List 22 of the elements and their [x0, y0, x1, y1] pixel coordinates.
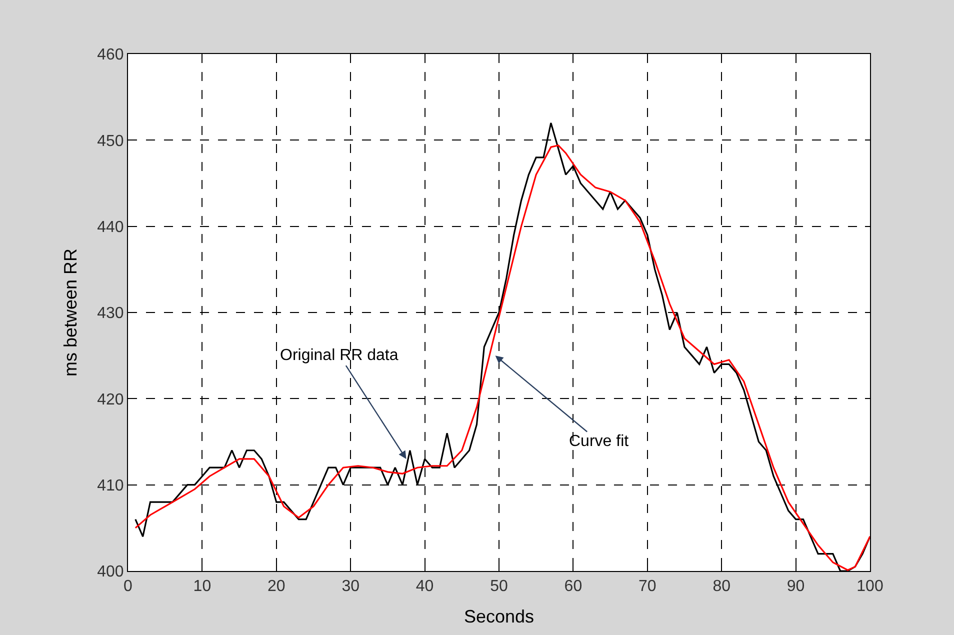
x-tick-label: 80: [712, 578, 731, 596]
annotation: Curve fit: [569, 433, 630, 450]
x-tick-label: 50: [490, 578, 508, 596]
y-tick-label: 400: [97, 564, 124, 581]
x-axis-title: Seconds: [464, 606, 534, 626]
x-tick-label: 70: [638, 578, 656, 596]
y-tick-label: 430: [97, 305, 124, 322]
y-tick-label: 440: [97, 218, 124, 236]
x-tick-label: 20: [268, 578, 286, 596]
y-axis-title: ms between RR: [60, 248, 80, 377]
x-tick-label: 90: [786, 578, 805, 596]
x-tick-label: 10: [193, 578, 212, 596]
annotation: Original RR data: [280, 347, 398, 364]
x-tick-label: 0: [124, 578, 133, 596]
x-tick-label: 60: [564, 578, 582, 596]
x-tick-label: 100: [856, 578, 884, 596]
y-tick-label: 450: [97, 132, 124, 150]
x-tick-label: 30: [342, 578, 360, 596]
y-tick-label: 410: [97, 477, 124, 494]
y-tick-label: 460: [97, 46, 124, 64]
x-tick-label: 40: [416, 578, 434, 596]
y-tick-label: 420: [97, 391, 124, 408]
